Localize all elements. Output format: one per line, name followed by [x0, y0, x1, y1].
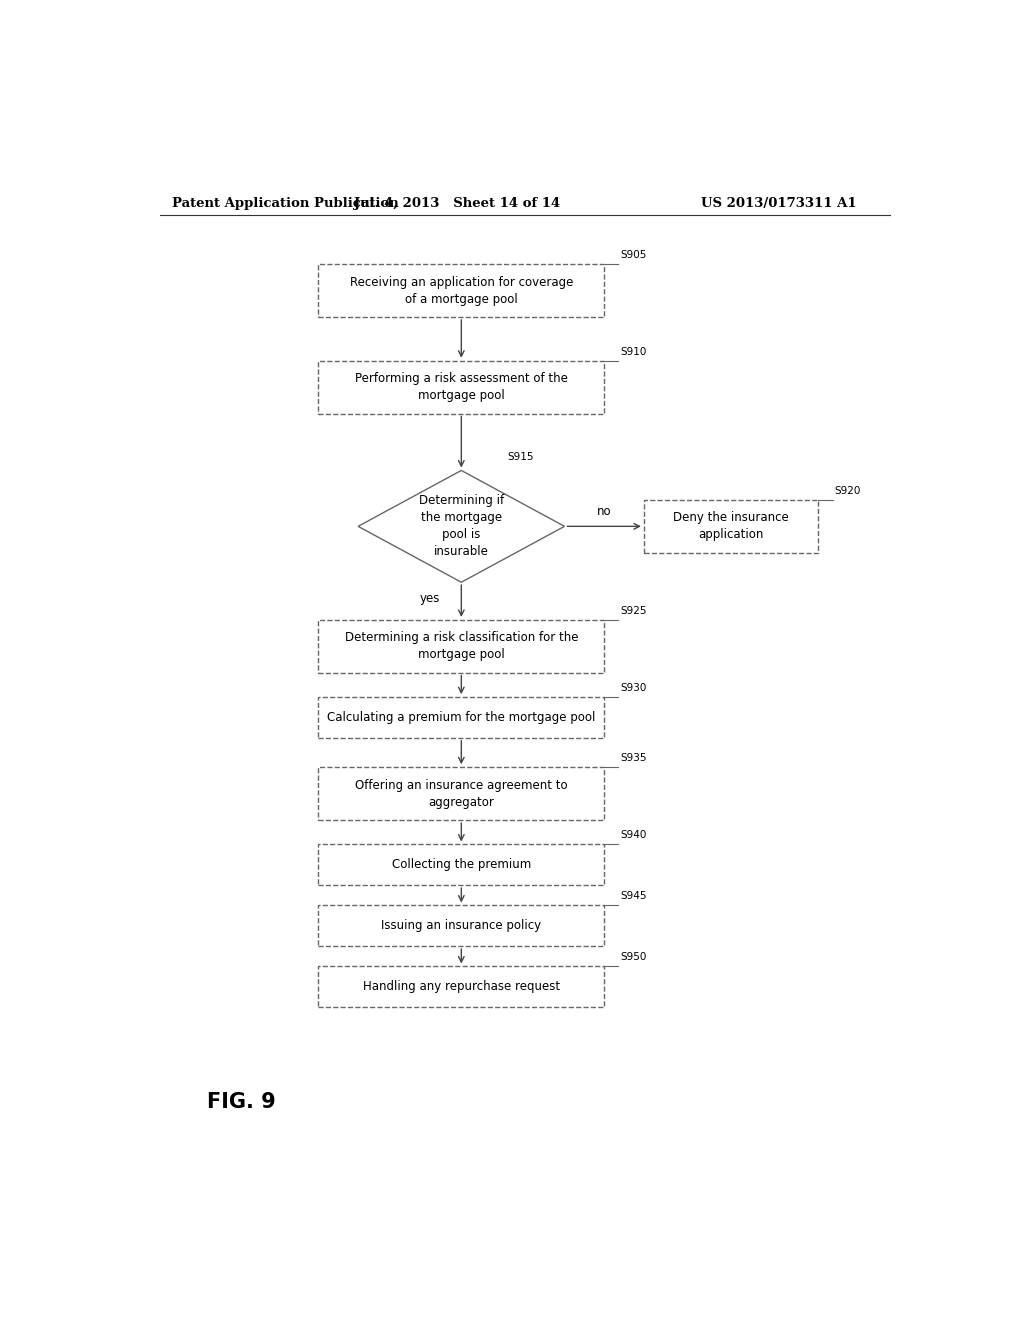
Bar — [318, 906, 604, 946]
Text: S915: S915 — [508, 453, 535, 462]
Bar — [318, 360, 604, 413]
Text: no: no — [597, 506, 611, 519]
Text: S910: S910 — [620, 347, 646, 356]
Bar — [318, 767, 604, 820]
Text: Deny the insurance
application: Deny the insurance application — [673, 511, 790, 541]
Text: S945: S945 — [620, 891, 646, 902]
Text: Receiving an application for coverage
of a mortgage pool: Receiving an application for coverage of… — [349, 276, 573, 305]
Text: Performing a risk assessment of the
mortgage pool: Performing a risk assessment of the mort… — [355, 372, 567, 403]
Text: Collecting the premium: Collecting the premium — [392, 858, 530, 871]
Bar — [318, 845, 604, 886]
Text: FIG. 9: FIG. 9 — [207, 1092, 276, 1111]
Text: Handling any repurchase request: Handling any repurchase request — [362, 981, 560, 993]
Text: Offering an insurance agreement to
aggregator: Offering an insurance agreement to aggre… — [355, 779, 567, 809]
Bar — [644, 500, 818, 553]
Text: yes: yes — [420, 593, 439, 606]
Text: Determining a risk classification for the
mortgage pool: Determining a risk classification for th… — [344, 631, 579, 661]
Bar — [318, 264, 604, 317]
Bar — [318, 966, 604, 1007]
Text: Patent Application Publication: Patent Application Publication — [172, 197, 398, 210]
Text: S950: S950 — [620, 952, 646, 962]
Bar — [318, 697, 604, 738]
Text: S925: S925 — [620, 606, 646, 615]
Text: US 2013/0173311 A1: US 2013/0173311 A1 — [701, 197, 856, 210]
Text: S940: S940 — [620, 830, 646, 841]
Bar — [318, 620, 604, 673]
Text: S920: S920 — [835, 486, 861, 496]
Text: S935: S935 — [620, 754, 646, 763]
Polygon shape — [358, 470, 564, 582]
Text: Calculating a premium for the mortgage pool: Calculating a premium for the mortgage p… — [327, 711, 596, 723]
Text: Issuing an insurance policy: Issuing an insurance policy — [381, 919, 542, 932]
Text: Jul. 4, 2013   Sheet 14 of 14: Jul. 4, 2013 Sheet 14 of 14 — [354, 197, 560, 210]
Text: Determining if
the mortgage
pool is
insurable: Determining if the mortgage pool is insu… — [419, 494, 504, 558]
Text: S905: S905 — [620, 249, 646, 260]
Text: S930: S930 — [620, 682, 646, 693]
